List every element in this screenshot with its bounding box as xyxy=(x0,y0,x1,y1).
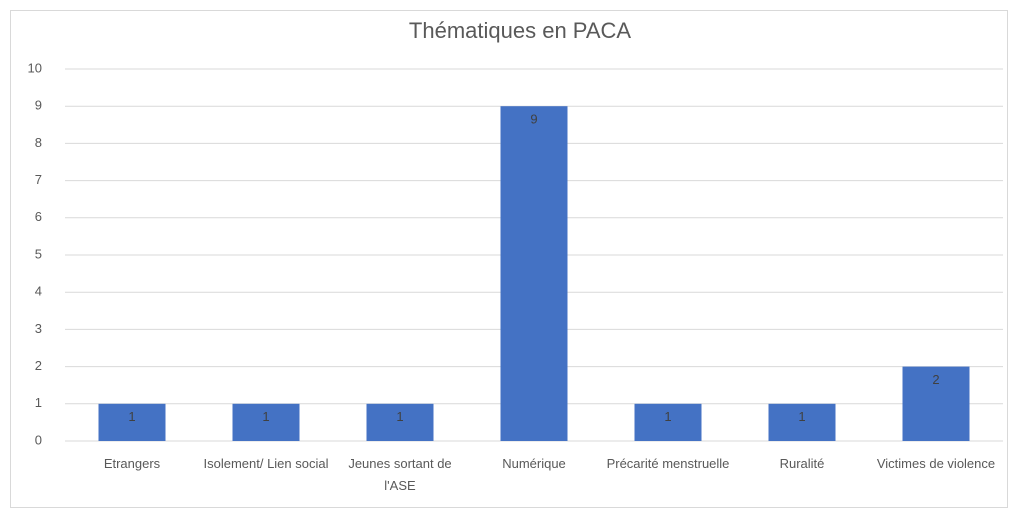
x-tick-label: Isolement/ Lien social xyxy=(203,456,329,471)
bar xyxy=(232,403,300,441)
bar xyxy=(634,403,702,441)
data-label: 1 xyxy=(128,409,135,424)
bar xyxy=(366,403,434,441)
y-tick-label: 3 xyxy=(35,321,42,336)
y-tick-label: 9 xyxy=(35,98,42,113)
data-label: 1 xyxy=(664,409,671,424)
bar xyxy=(768,403,836,441)
y-tick-label: 10 xyxy=(28,60,42,75)
bar xyxy=(500,106,568,441)
y-tick-label: 4 xyxy=(35,284,42,299)
data-label: 1 xyxy=(396,409,403,424)
y-tick-label: 6 xyxy=(35,209,42,224)
bar xyxy=(98,403,166,441)
y-tick-label: 5 xyxy=(35,246,42,261)
x-tick-label: Précarité menstruelle xyxy=(606,456,730,471)
y-tick-label: 1 xyxy=(35,395,42,410)
x-tick-label: Victimes de violence xyxy=(876,456,996,471)
bar xyxy=(902,366,970,441)
y-tick-label: 7 xyxy=(35,172,42,187)
data-label: 2 xyxy=(932,372,939,387)
x-tick-label: Numérique xyxy=(502,456,566,471)
x-tick-label: Ruralité xyxy=(779,456,825,471)
data-label: 9 xyxy=(530,112,537,127)
x-tick-label: Etrangers xyxy=(103,456,161,471)
x-tick-label: Jeunes sortant de l'ASE xyxy=(348,456,452,493)
y-tick-label: 0 xyxy=(35,432,42,447)
y-tick-label: 2 xyxy=(35,358,42,373)
data-label: 1 xyxy=(262,409,269,424)
y-tick-label: 8 xyxy=(35,135,42,150)
chart-title: Thématiques en PACA xyxy=(409,18,631,43)
data-label: 1 xyxy=(798,409,805,424)
